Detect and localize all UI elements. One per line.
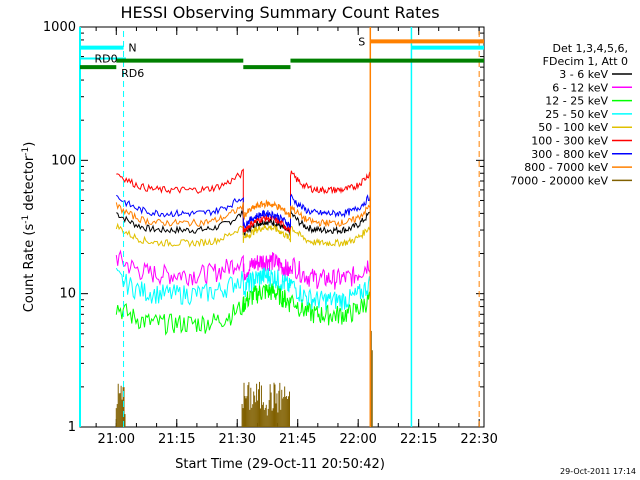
x-tick-label: 21:15	[158, 432, 195, 447]
footer-timestamp: 29-Oct-2011 17:14	[560, 467, 636, 476]
legend-entry: 25 - 50 keV	[545, 108, 608, 121]
y-tick-label: 10	[59, 287, 76, 302]
legend-entry: 50 - 100 keV	[538, 121, 608, 134]
series-line	[116, 209, 371, 238]
y-tick-label: 1000	[43, 20, 76, 35]
y-axis-label: Count Rate (s-1 detector-1)	[21, 142, 37, 313]
x-axis-label: Start Time (29-Oct-11 20:50:42)	[175, 457, 385, 472]
legend: Det 1,3,4,5,6,FDecim 1, Att 03 - 6 keV6 …	[510, 42, 632, 187]
y-axis: 1 10 100 1000	[43, 20, 484, 435]
series-line	[115, 283, 371, 336]
x-tick-label: 21:30	[219, 432, 256, 447]
y-tick-label: 1	[68, 420, 76, 435]
legend-entry: 800 - 7000 keV	[524, 161, 608, 174]
series-layer	[115, 168, 373, 427]
x-tick-label: 22:30	[460, 432, 497, 447]
flag-label-S: S	[358, 35, 365, 48]
chart-title: HESSI Observing Summary Count Rates	[120, 3, 439, 22]
legend-entry: 300 - 800 keV	[531, 148, 608, 161]
x-axis: 21:00 21:15 21:30 21:45 22:00 22:15 22:30	[95, 27, 498, 447]
legend-entry: 100 - 300 keV	[531, 135, 608, 148]
series-line	[115, 222, 371, 248]
legend-header: Det 1,3,4,5,6,	[552, 42, 628, 55]
legend-entry: 6 - 12 keV	[552, 81, 608, 94]
legend-header: FDecim 1, Att 0	[543, 55, 628, 68]
x-tick-label: 22:00	[339, 432, 376, 447]
series-line	[115, 267, 371, 311]
legend-entry: 12 - 25 keV	[545, 95, 608, 108]
x-tick-label: 22:15	[400, 432, 437, 447]
legend-entry: 7000 - 20000 keV	[510, 174, 608, 187]
flag-label-N: N	[128, 42, 136, 55]
series-line	[116, 168, 371, 233]
series-line	[115, 199, 371, 227]
flag-label-RD0: RD0	[95, 53, 118, 66]
flag-label-RD6: RD6	[121, 67, 144, 80]
legend-entry: 3 - 6 keV	[559, 68, 608, 81]
x-tick-label: 21:45	[279, 432, 316, 447]
x-tick-label: 21:00	[98, 432, 135, 447]
y-tick-label: 100	[51, 153, 76, 168]
series-line	[115, 249, 371, 290]
series-line	[116, 193, 371, 229]
